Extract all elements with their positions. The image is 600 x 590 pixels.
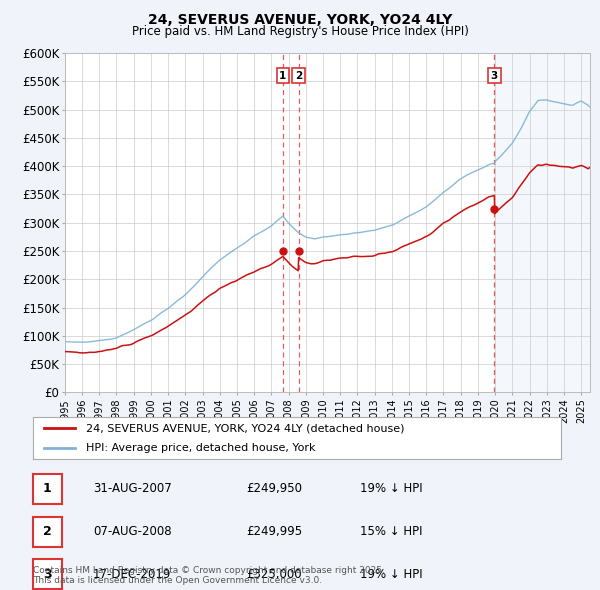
Bar bbox=[494, 53, 590, 392]
Text: 2: 2 bbox=[295, 71, 302, 81]
Text: 19% ↓ HPI: 19% ↓ HPI bbox=[360, 482, 422, 496]
Text: 31-AUG-2007: 31-AUG-2007 bbox=[93, 482, 172, 496]
Text: Price paid vs. HM Land Registry's House Price Index (HPI): Price paid vs. HM Land Registry's House … bbox=[131, 25, 469, 38]
Text: 1: 1 bbox=[43, 482, 52, 496]
Text: 24, SEVERUS AVENUE, YORK, YO24 4LY: 24, SEVERUS AVENUE, YORK, YO24 4LY bbox=[148, 13, 452, 27]
Text: 15% ↓ HPI: 15% ↓ HPI bbox=[360, 525, 422, 539]
Text: 3: 3 bbox=[43, 568, 52, 581]
Text: 24, SEVERUS AVENUE, YORK, YO24 4LY (detached house): 24, SEVERUS AVENUE, YORK, YO24 4LY (deta… bbox=[86, 423, 404, 433]
Text: HPI: Average price, detached house, York: HPI: Average price, detached house, York bbox=[86, 442, 316, 453]
Text: 2: 2 bbox=[43, 525, 52, 539]
Text: Contains HM Land Registry data © Crown copyright and database right 2025.
This d: Contains HM Land Registry data © Crown c… bbox=[33, 566, 385, 585]
Text: £325,000: £325,000 bbox=[246, 568, 302, 581]
Text: 1: 1 bbox=[279, 71, 286, 81]
Text: 3: 3 bbox=[491, 71, 498, 81]
Text: £249,995: £249,995 bbox=[246, 525, 302, 539]
Text: 07-AUG-2008: 07-AUG-2008 bbox=[93, 525, 172, 539]
Text: 19% ↓ HPI: 19% ↓ HPI bbox=[360, 568, 422, 581]
Text: 17-DEC-2019: 17-DEC-2019 bbox=[93, 568, 172, 581]
Text: £249,950: £249,950 bbox=[246, 482, 302, 496]
